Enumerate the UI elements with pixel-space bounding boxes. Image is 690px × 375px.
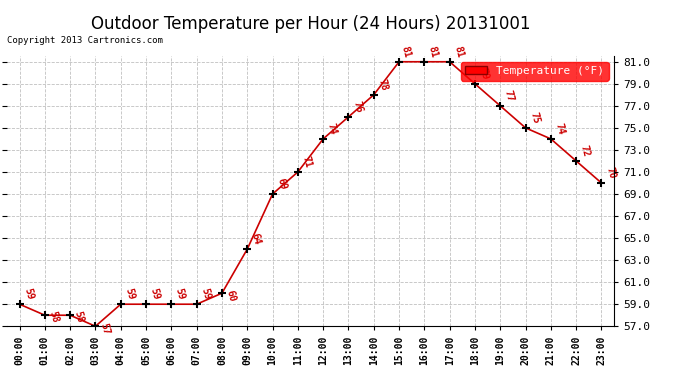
Text: 69: 69 bbox=[275, 177, 288, 191]
Text: 64: 64 bbox=[250, 232, 262, 246]
Legend: Temperature (°F): Temperature (°F) bbox=[460, 62, 609, 81]
Text: 70: 70 bbox=[604, 166, 617, 180]
Text: 79: 79 bbox=[477, 66, 490, 81]
Text: 71: 71 bbox=[300, 155, 313, 169]
Text: 58: 58 bbox=[72, 310, 86, 324]
Text: 74: 74 bbox=[326, 122, 338, 136]
Text: 60: 60 bbox=[224, 289, 237, 303]
Text: 57: 57 bbox=[98, 322, 110, 336]
Text: Outdoor Temperature per Hour (24 Hours) 20131001: Outdoor Temperature per Hour (24 Hours) … bbox=[91, 15, 530, 33]
Text: 59: 59 bbox=[22, 287, 34, 301]
Text: 78: 78 bbox=[376, 78, 389, 92]
Text: 72: 72 bbox=[579, 144, 591, 158]
Text: 75: 75 bbox=[528, 111, 541, 125]
Text: 59: 59 bbox=[199, 287, 212, 301]
Text: 81: 81 bbox=[452, 45, 465, 58]
Text: 81: 81 bbox=[427, 45, 440, 58]
Text: 81: 81 bbox=[399, 45, 412, 58]
Text: 59: 59 bbox=[124, 287, 136, 301]
Text: 59: 59 bbox=[174, 287, 186, 301]
Text: 77: 77 bbox=[503, 88, 515, 102]
Text: 58: 58 bbox=[48, 310, 60, 324]
Text: Copyright 2013 Cartronics.com: Copyright 2013 Cartronics.com bbox=[7, 36, 163, 45]
Text: 76: 76 bbox=[351, 100, 364, 114]
Text: 59: 59 bbox=[148, 287, 161, 301]
Text: 74: 74 bbox=[553, 122, 566, 136]
